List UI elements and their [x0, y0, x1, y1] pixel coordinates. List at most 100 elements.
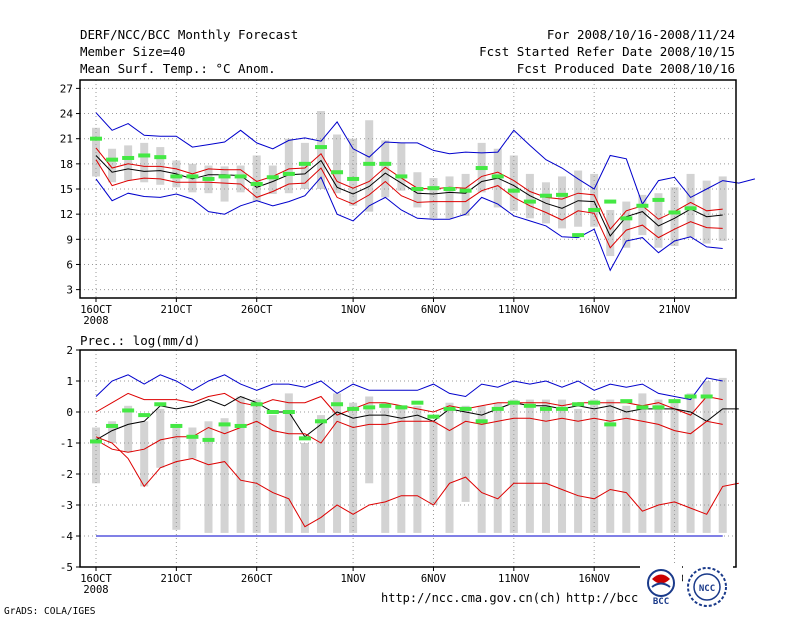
temp-xtick-label: 21NOV: [659, 304, 691, 316]
prec-box: [670, 402, 679, 533]
temp-obs-mark: [282, 171, 295, 176]
temp-obs-mark: [684, 206, 697, 211]
temp-ytick-label: 15: [60, 183, 73, 196]
prec-obs-mark: [539, 406, 552, 411]
prec-obs-mark: [122, 408, 135, 413]
prec-box: [718, 377, 727, 533]
prec-series-1: [95, 392, 723, 416]
prec-year-label: 2008: [83, 584, 108, 596]
temp-obs-mark: [620, 216, 633, 221]
temp-obs-mark: [154, 155, 167, 160]
prec-obs-mark: [106, 423, 119, 428]
temp-box: [638, 194, 647, 236]
ncc-logo: NCC: [683, 566, 733, 608]
prec-xtick-label: 6NOV: [421, 573, 447, 585]
prec-xtick-label: 16OCT: [80, 573, 112, 585]
prec-obs-mark: [138, 413, 151, 418]
prec-box: [204, 421, 213, 533]
prec-ytick-label: 2: [66, 344, 73, 357]
prec-box: [606, 399, 615, 533]
prec-obs-mark: [604, 422, 617, 427]
prec-box: [558, 399, 567, 533]
temp-obs-mark: [186, 174, 199, 179]
temp-obs-mark: [218, 174, 231, 179]
temp-obs-mark: [459, 188, 472, 193]
bcc-url[interactable]: http://bcc.c: [566, 591, 653, 605]
temp-obs-mark: [572, 233, 585, 238]
temp-obs-mark: [604, 199, 617, 204]
temp-obs-mark: [331, 170, 344, 175]
temp-obs-mark: [427, 186, 440, 191]
temp-box: [558, 176, 567, 229]
temp-obs-mark: [507, 188, 520, 193]
temp-obs-mark: [491, 174, 504, 179]
ncc-logo-text: NCC: [699, 584, 715, 594]
prec-box: [654, 399, 663, 533]
temp-obs-mark: [379, 161, 392, 166]
temp-obs-mark: [363, 161, 376, 166]
variable-label: Mean Surf. Temp.: °C Anom.: [80, 61, 276, 76]
prec-obs-mark: [90, 439, 102, 444]
prec-box: [284, 393, 293, 533]
temp-box: [252, 155, 261, 202]
temp-xtick-label: 6NOV: [421, 304, 447, 316]
prec-obs-mark: [363, 405, 376, 410]
prec-obs-mark: [314, 419, 327, 424]
temp-ytick-label: 18: [60, 158, 73, 171]
temp-box: [654, 193, 663, 248]
prec-series-3: [95, 417, 723, 453]
temp-obs-mark: [475, 166, 488, 171]
ncc-url[interactable]: http://ncc.cma.gov.cn(ch): [381, 591, 562, 605]
prec-frame: [79, 349, 737, 568]
temp-obs-mark: [668, 210, 681, 215]
temp-ytick-label: 12: [60, 208, 73, 221]
prec-box: [461, 405, 470, 502]
prec-ytick-label: 1: [66, 375, 73, 388]
temp-obs-mark: [443, 187, 456, 191]
prec-obs-mark: [636, 405, 649, 410]
prec-obs-mark: [572, 402, 585, 407]
prec-box: [300, 443, 309, 533]
temp-box: [702, 180, 711, 244]
prec-obs-mark: [668, 399, 681, 404]
prec-obs-mark: [202, 437, 215, 442]
prec-box: [541, 399, 550, 533]
prec-obs-mark: [588, 400, 601, 405]
temp-box: [140, 142, 149, 183]
prec-obs-mark: [379, 403, 392, 408]
temp-box: [108, 148, 117, 183]
temp-box: [236, 165, 245, 193]
temp-box: [606, 209, 615, 257]
prec-obs-mark: [411, 400, 424, 405]
prec-obs-mark: [491, 406, 504, 411]
prec-box: [220, 418, 229, 533]
prec-xtick-label: 16NOV: [578, 573, 610, 585]
prec-obs-mark: [652, 405, 665, 410]
prec-box: [397, 405, 406, 533]
temp-series-0: [95, 112, 756, 206]
prec-xtick-label: 26OCT: [241, 573, 273, 585]
prec-box: [413, 405, 422, 533]
temp-ytick-label: 3: [66, 284, 73, 297]
temp-xtick-label: 16OCT: [80, 304, 112, 316]
prec-ytick-label: -4: [60, 530, 74, 543]
temp-box: [365, 120, 374, 212]
temp-ytick-label: 6: [66, 258, 73, 271]
temp-xtick-label: 16NOV: [578, 304, 610, 316]
temp-obs-mark: [202, 176, 215, 181]
temp-year-label: 2008: [83, 315, 108, 327]
prec-box: [124, 405, 133, 453]
temp-obs-mark: [90, 136, 102, 141]
temp-xtick-label: 26OCT: [241, 304, 273, 316]
temp-box: [268, 165, 277, 195]
temp-series-2: [95, 155, 723, 237]
prec-obs-mark: [250, 402, 263, 407]
temp-ytick-label: 24: [60, 108, 74, 121]
prec-box: [638, 393, 647, 533]
prec-obs-mark: [282, 410, 295, 414]
prec-ytick-label: -2: [60, 468, 73, 481]
prec-box: [156, 408, 165, 468]
prec-obs-mark: [186, 434, 199, 439]
temp-obs-mark: [395, 174, 408, 179]
prec-obs-mark: [218, 422, 231, 427]
